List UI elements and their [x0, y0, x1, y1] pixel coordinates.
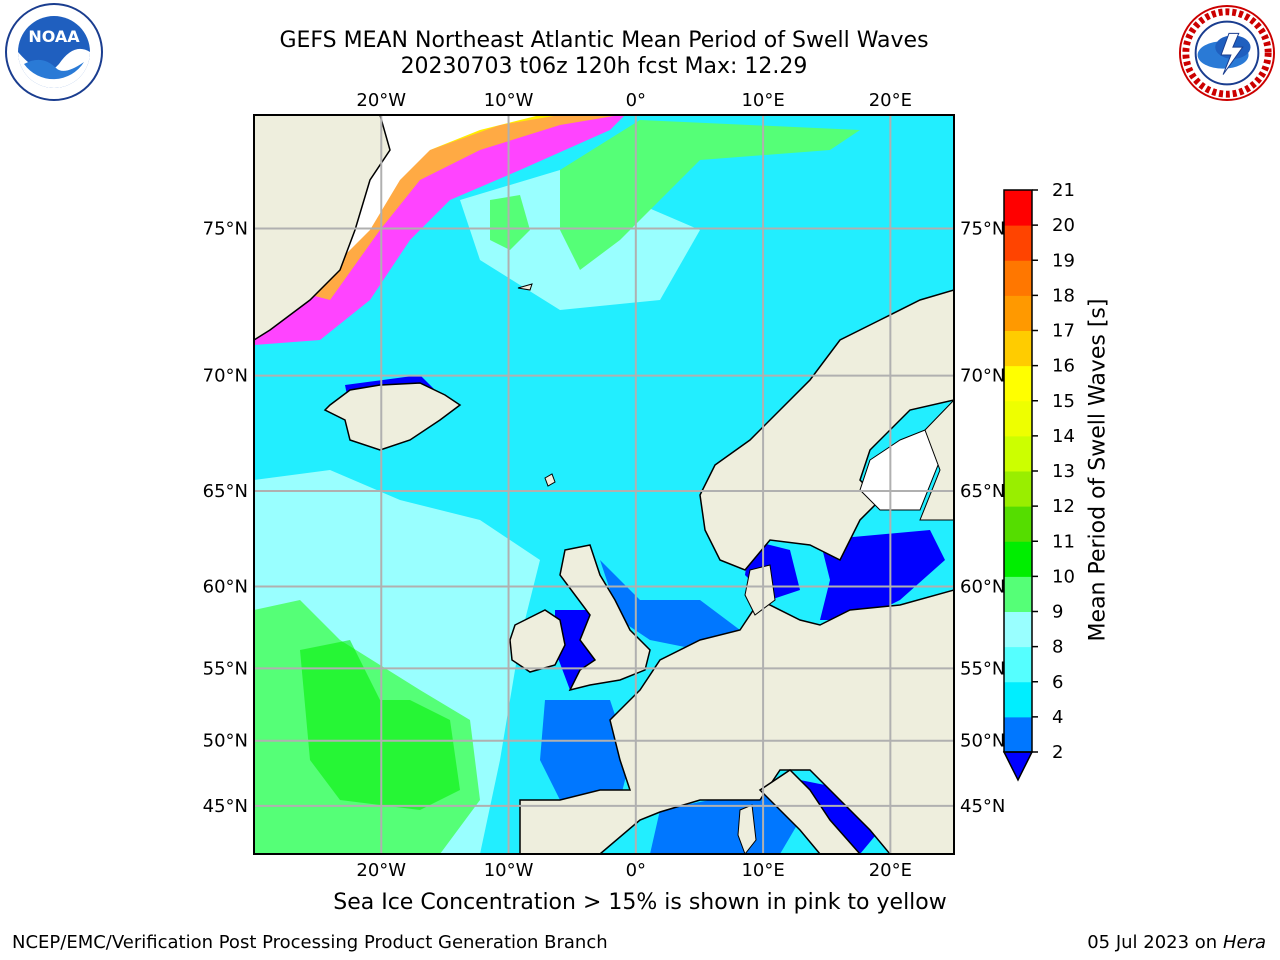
jan-mayen	[517, 283, 533, 291]
colorbar-tick-label-11: 11	[1052, 531, 1075, 552]
colorbar-label: Mean Period of Swell Waves [s]	[1085, 298, 1111, 642]
map-frame	[253, 114, 955, 855]
colorbar-bin-16	[1004, 330, 1032, 367]
colorbar-tick-label-17: 17	[1052, 321, 1075, 342]
lat-label-left-2: 65°N	[203, 481, 248, 502]
lon-label-bottom-1: 10°W	[484, 860, 534, 881]
colorbar-bin-20	[1004, 190, 1032, 226]
colorbar-bin-12	[1004, 471, 1032, 507]
lat-label-right-3: 60°N	[960, 576, 1005, 597]
colorbar-tick-label-14: 14	[1052, 426, 1075, 447]
footer-host: Hera	[1222, 932, 1266, 953]
swell-zone-green-core	[300, 640, 460, 810]
map-tick-labels: 20°W 20°W 10°W 10°W 0° 0° 10°E 10°E 20°E 20°E 75°N…	[203, 90, 1006, 881]
lat-label-left-6: 45°N	[203, 796, 248, 817]
swell-zone-blue-biscay	[540, 700, 630, 800]
colorbar-tick-label-13: 13	[1052, 461, 1075, 482]
colorbar: 2 4 6 8 9 10 11 12 13 14 15 16 17 18 19 20 21	[1002, 180, 1075, 782]
colorbar-tick-label-18: 18	[1052, 285, 1075, 306]
faroe-islands	[544, 473, 556, 487]
colorbar-tick-label-19: 19	[1052, 250, 1075, 271]
continental-europe	[519, 589, 954, 854]
colorbar-bin-8	[1004, 611, 1032, 648]
lon-label-top-3: 10°E	[741, 90, 784, 111]
lat-label-left-4: 55°N	[203, 658, 248, 679]
colorbar-tick-label-15: 15	[1052, 391, 1075, 412]
lat-label-right-4: 55°N	[960, 658, 1005, 679]
lon-label-top-1: 10°W	[484, 90, 534, 111]
lon-label-bottom-3: 10°E	[741, 860, 784, 881]
colorbar-tick-label-9: 9	[1052, 602, 1063, 623]
colorbar-bin-4	[1004, 681, 1032, 718]
colorbar-tick-label-16: 16	[1052, 356, 1075, 377]
colorbar-bin-13	[1004, 435, 1032, 472]
lon-label-bottom-2: 0°	[626, 860, 646, 881]
colorbar-tick-label-20: 20	[1052, 215, 1075, 236]
lat-label-left-5: 50°N	[203, 731, 248, 752]
colorbar-extend-min	[1002, 751, 1034, 782]
colorbar-tick-label-6: 6	[1052, 672, 1063, 693]
colorbar-bin-19	[1004, 225, 1032, 261]
colorbar-tick-label-21: 21	[1052, 180, 1075, 201]
colorbar-bin-9	[1004, 576, 1032, 612]
lat-label-right-5: 50°N	[960, 731, 1005, 752]
lat-label-right-6: 45°N	[960, 796, 1005, 817]
lon-label-bottom-0: 20°W	[356, 860, 406, 881]
chart-subtitle: 20230703 t06z 120h fcst Max: 12.29	[400, 54, 808, 79]
lat-label-right-1: 70°N	[960, 366, 1005, 387]
lon-label-top-2: 0°	[626, 90, 646, 111]
lon-label-top-4: 20°E	[869, 90, 912, 111]
colorbar-bin-6	[1004, 646, 1032, 683]
colorbar-tick-label-4: 4	[1052, 707, 1063, 728]
colorbar-bin-11	[1004, 506, 1032, 542]
colorbar-tick-label-2: 2	[1052, 742, 1063, 763]
footer-credit: NCEP/EMC/Verification Post Processing Pr…	[12, 932, 608, 953]
colorbar-tick-label-12: 12	[1052, 496, 1075, 517]
footer-date: 05 Jul 2023 on Hera	[1087, 932, 1266, 953]
colorbar-bin-10	[1004, 541, 1032, 577]
colorbar-bin-2	[1004, 716, 1032, 753]
lon-label-bottom-4: 20°E	[869, 860, 912, 881]
italy	[758, 769, 862, 854]
lat-label-left-3: 60°N	[203, 576, 248, 597]
iceland	[323, 382, 462, 451]
lat-label-right-2: 65°N	[960, 481, 1005, 502]
ireland	[509, 609, 566, 673]
lat-label-left-0: 75°N	[203, 218, 248, 239]
swell-zone-blue-baltic	[820, 530, 945, 620]
svg-text:NOAA: NOAA	[28, 27, 80, 46]
colorbar-bin-14	[1004, 400, 1032, 437]
footer-date-text: 05 Jul 2023 on	[1087, 932, 1223, 953]
colorbar-bin-17	[1004, 295, 1032, 331]
nws-logo	[1178, 4, 1276, 102]
colorbar-tick-label-8: 8	[1052, 637, 1063, 658]
denmark	[744, 564, 776, 616]
lat-label-left-1: 70°N	[203, 366, 248, 387]
lon-label-top-0: 20°W	[356, 90, 406, 111]
chart-title: GEFS MEAN Northeast Atlantic Mean Period…	[279, 28, 929, 53]
sea-ice-caption: Sea Ice Concentration > 15% is shown in …	[333, 890, 947, 915]
map-gridlines	[254, 115, 954, 854]
colorbar-tick-label-10: 10	[1052, 566, 1075, 587]
lat-label-right-0: 75°N	[960, 218, 1005, 239]
colorbar-bin-15	[1004, 365, 1032, 402]
colorbar-bin-18	[1004, 260, 1032, 296]
great-britain	[559, 544, 651, 692]
swell-zone-green-north-2	[490, 195, 530, 250]
noaa-logo: NOAA	[5, 3, 103, 101]
